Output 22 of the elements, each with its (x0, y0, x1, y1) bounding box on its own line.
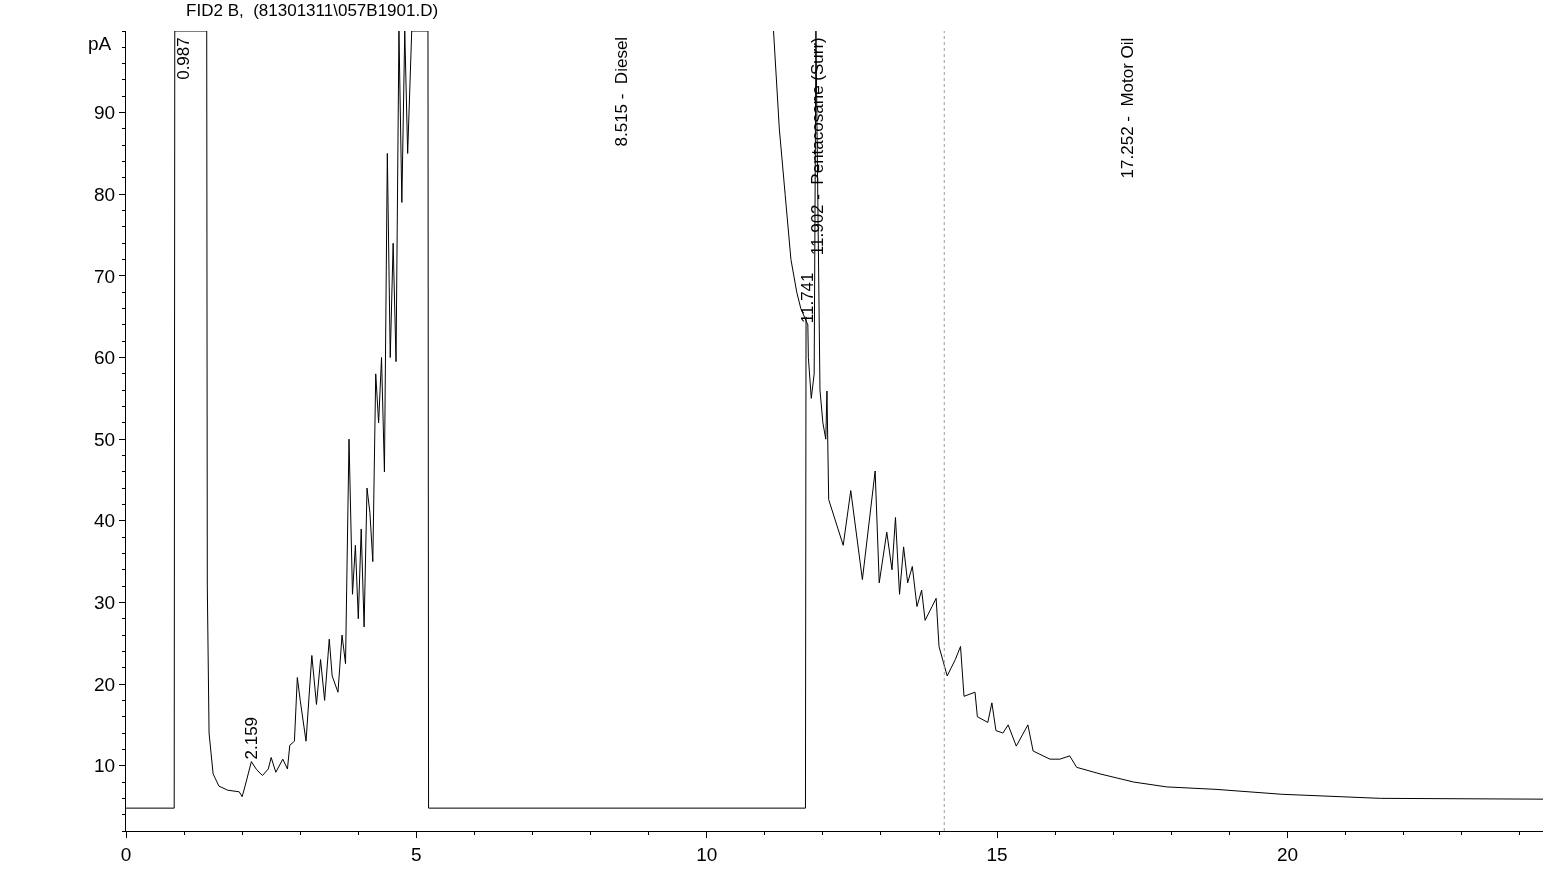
chart-title: FID2 B, (81301311\057B1901.D) (186, 1, 439, 21)
y-tick-label: 20 (94, 673, 116, 695)
annotation: 2.159 (242, 716, 262, 760)
annotation: 8.515 - Diesel (611, 36, 631, 147)
y-tick-label: 60 (94, 347, 116, 369)
y-axis-title: pA (88, 33, 112, 54)
y-tick-label: 30 (94, 592, 116, 614)
x-tick-label: 0 (120, 843, 132, 865)
y-tick-label: 40 (94, 510, 116, 532)
x-tick-label: 5 (411, 843, 422, 865)
y-tick-label: 80 (94, 183, 116, 205)
annotation: 17.252 - Motor Oil (1118, 37, 1138, 179)
x-tick-label: 20 (1276, 843, 1299, 865)
annotation: 11.902 - Pentacosane (Surr) (808, 37, 828, 256)
annotation: 0.987 (173, 37, 193, 80)
x-tick-label: 15 (986, 843, 1008, 865)
y-tick-label: 10 (94, 755, 116, 777)
y-tick-label: 90 (94, 102, 116, 124)
y-tick-label: 70 (94, 265, 116, 287)
annotation: 11.741 (798, 272, 818, 324)
y-tick-label: 50 (94, 428, 116, 450)
x-tick-label: 10 (696, 843, 718, 865)
